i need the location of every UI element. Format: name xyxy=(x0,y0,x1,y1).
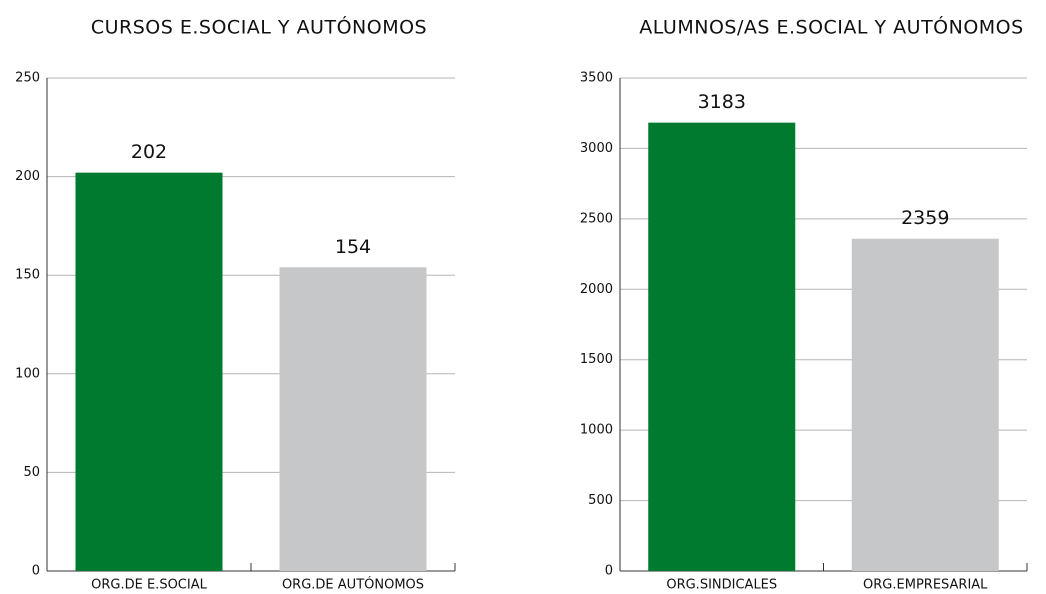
x-tick-label: ORG.SINDICALES xyxy=(666,578,777,593)
value-label: 2359 xyxy=(901,207,949,229)
bar xyxy=(75,172,223,571)
x-tick-label: ORG.EMPRESARIAL xyxy=(863,578,988,593)
y-tick-label: 3500 xyxy=(580,71,613,86)
y-tick-label: 2000 xyxy=(580,282,613,297)
x-tick-label: ORG.DE AUTÓNOMOS xyxy=(282,577,424,593)
y-tick-label: 1500 xyxy=(580,352,613,367)
chart-title: ALUMNOS/AS E.SOCIAL Y AUTÓNOMOS xyxy=(639,15,1023,39)
chart-title: CURSOS E.SOCIAL Y AUTÓNOMOS xyxy=(91,15,427,39)
y-tick-label: 3000 xyxy=(580,141,613,156)
x-tick-label: ORG.DE E.SOCIAL xyxy=(91,578,207,593)
y-tick-label: 500 xyxy=(588,493,613,508)
bar xyxy=(279,267,427,571)
value-label: 202 xyxy=(131,141,167,163)
y-tick-label: 50 xyxy=(23,465,40,480)
y-tick-label: 250 xyxy=(15,71,40,86)
y-tick-label: 200 xyxy=(15,169,40,184)
y-tick-label: 0 xyxy=(605,564,613,579)
y-tick-label: 1000 xyxy=(580,423,613,438)
value-label: 3183 xyxy=(698,91,746,113)
y-tick-label: 150 xyxy=(15,268,40,283)
bar xyxy=(648,122,796,572)
y-tick-label: 100 xyxy=(15,366,40,381)
bar xyxy=(851,238,999,571)
y-tick-label: 2500 xyxy=(580,211,613,226)
value-label: 154 xyxy=(335,236,371,258)
y-tick-label: 0 xyxy=(32,564,40,579)
